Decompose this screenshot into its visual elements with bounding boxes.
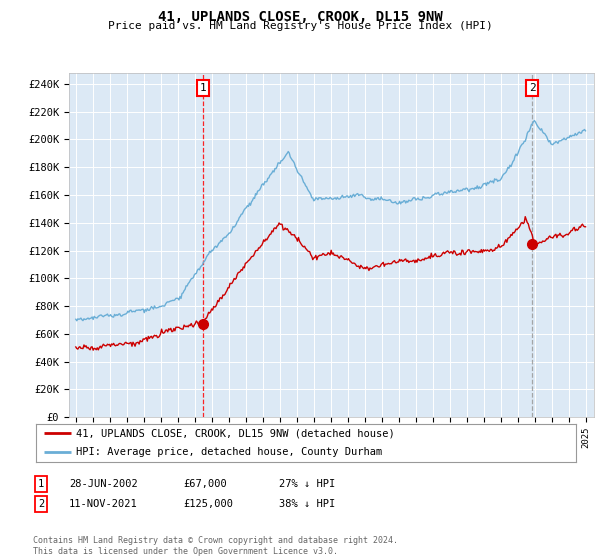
Text: £125,000: £125,000 — [183, 499, 233, 509]
Text: 27% ↓ HPI: 27% ↓ HPI — [279, 479, 335, 489]
Text: 28-JUN-2002: 28-JUN-2002 — [69, 479, 138, 489]
Text: Contains HM Land Registry data © Crown copyright and database right 2024.
This d: Contains HM Land Registry data © Crown c… — [33, 536, 398, 556]
Text: Price paid vs. HM Land Registry's House Price Index (HPI): Price paid vs. HM Land Registry's House … — [107, 21, 493, 31]
Text: 1: 1 — [200, 83, 206, 93]
Text: 2: 2 — [38, 499, 44, 509]
Text: 1: 1 — [38, 479, 44, 489]
Text: 41, UPLANDS CLOSE, CROOK, DL15 9NW: 41, UPLANDS CLOSE, CROOK, DL15 9NW — [158, 10, 442, 24]
Text: 38% ↓ HPI: 38% ↓ HPI — [279, 499, 335, 509]
Text: 11-NOV-2021: 11-NOV-2021 — [69, 499, 138, 509]
Text: HPI: Average price, detached house, County Durham: HPI: Average price, detached house, Coun… — [77, 447, 383, 458]
Text: £67,000: £67,000 — [183, 479, 227, 489]
Text: 41, UPLANDS CLOSE, CROOK, DL15 9NW (detached house): 41, UPLANDS CLOSE, CROOK, DL15 9NW (deta… — [77, 428, 395, 438]
Text: 2: 2 — [529, 83, 536, 93]
